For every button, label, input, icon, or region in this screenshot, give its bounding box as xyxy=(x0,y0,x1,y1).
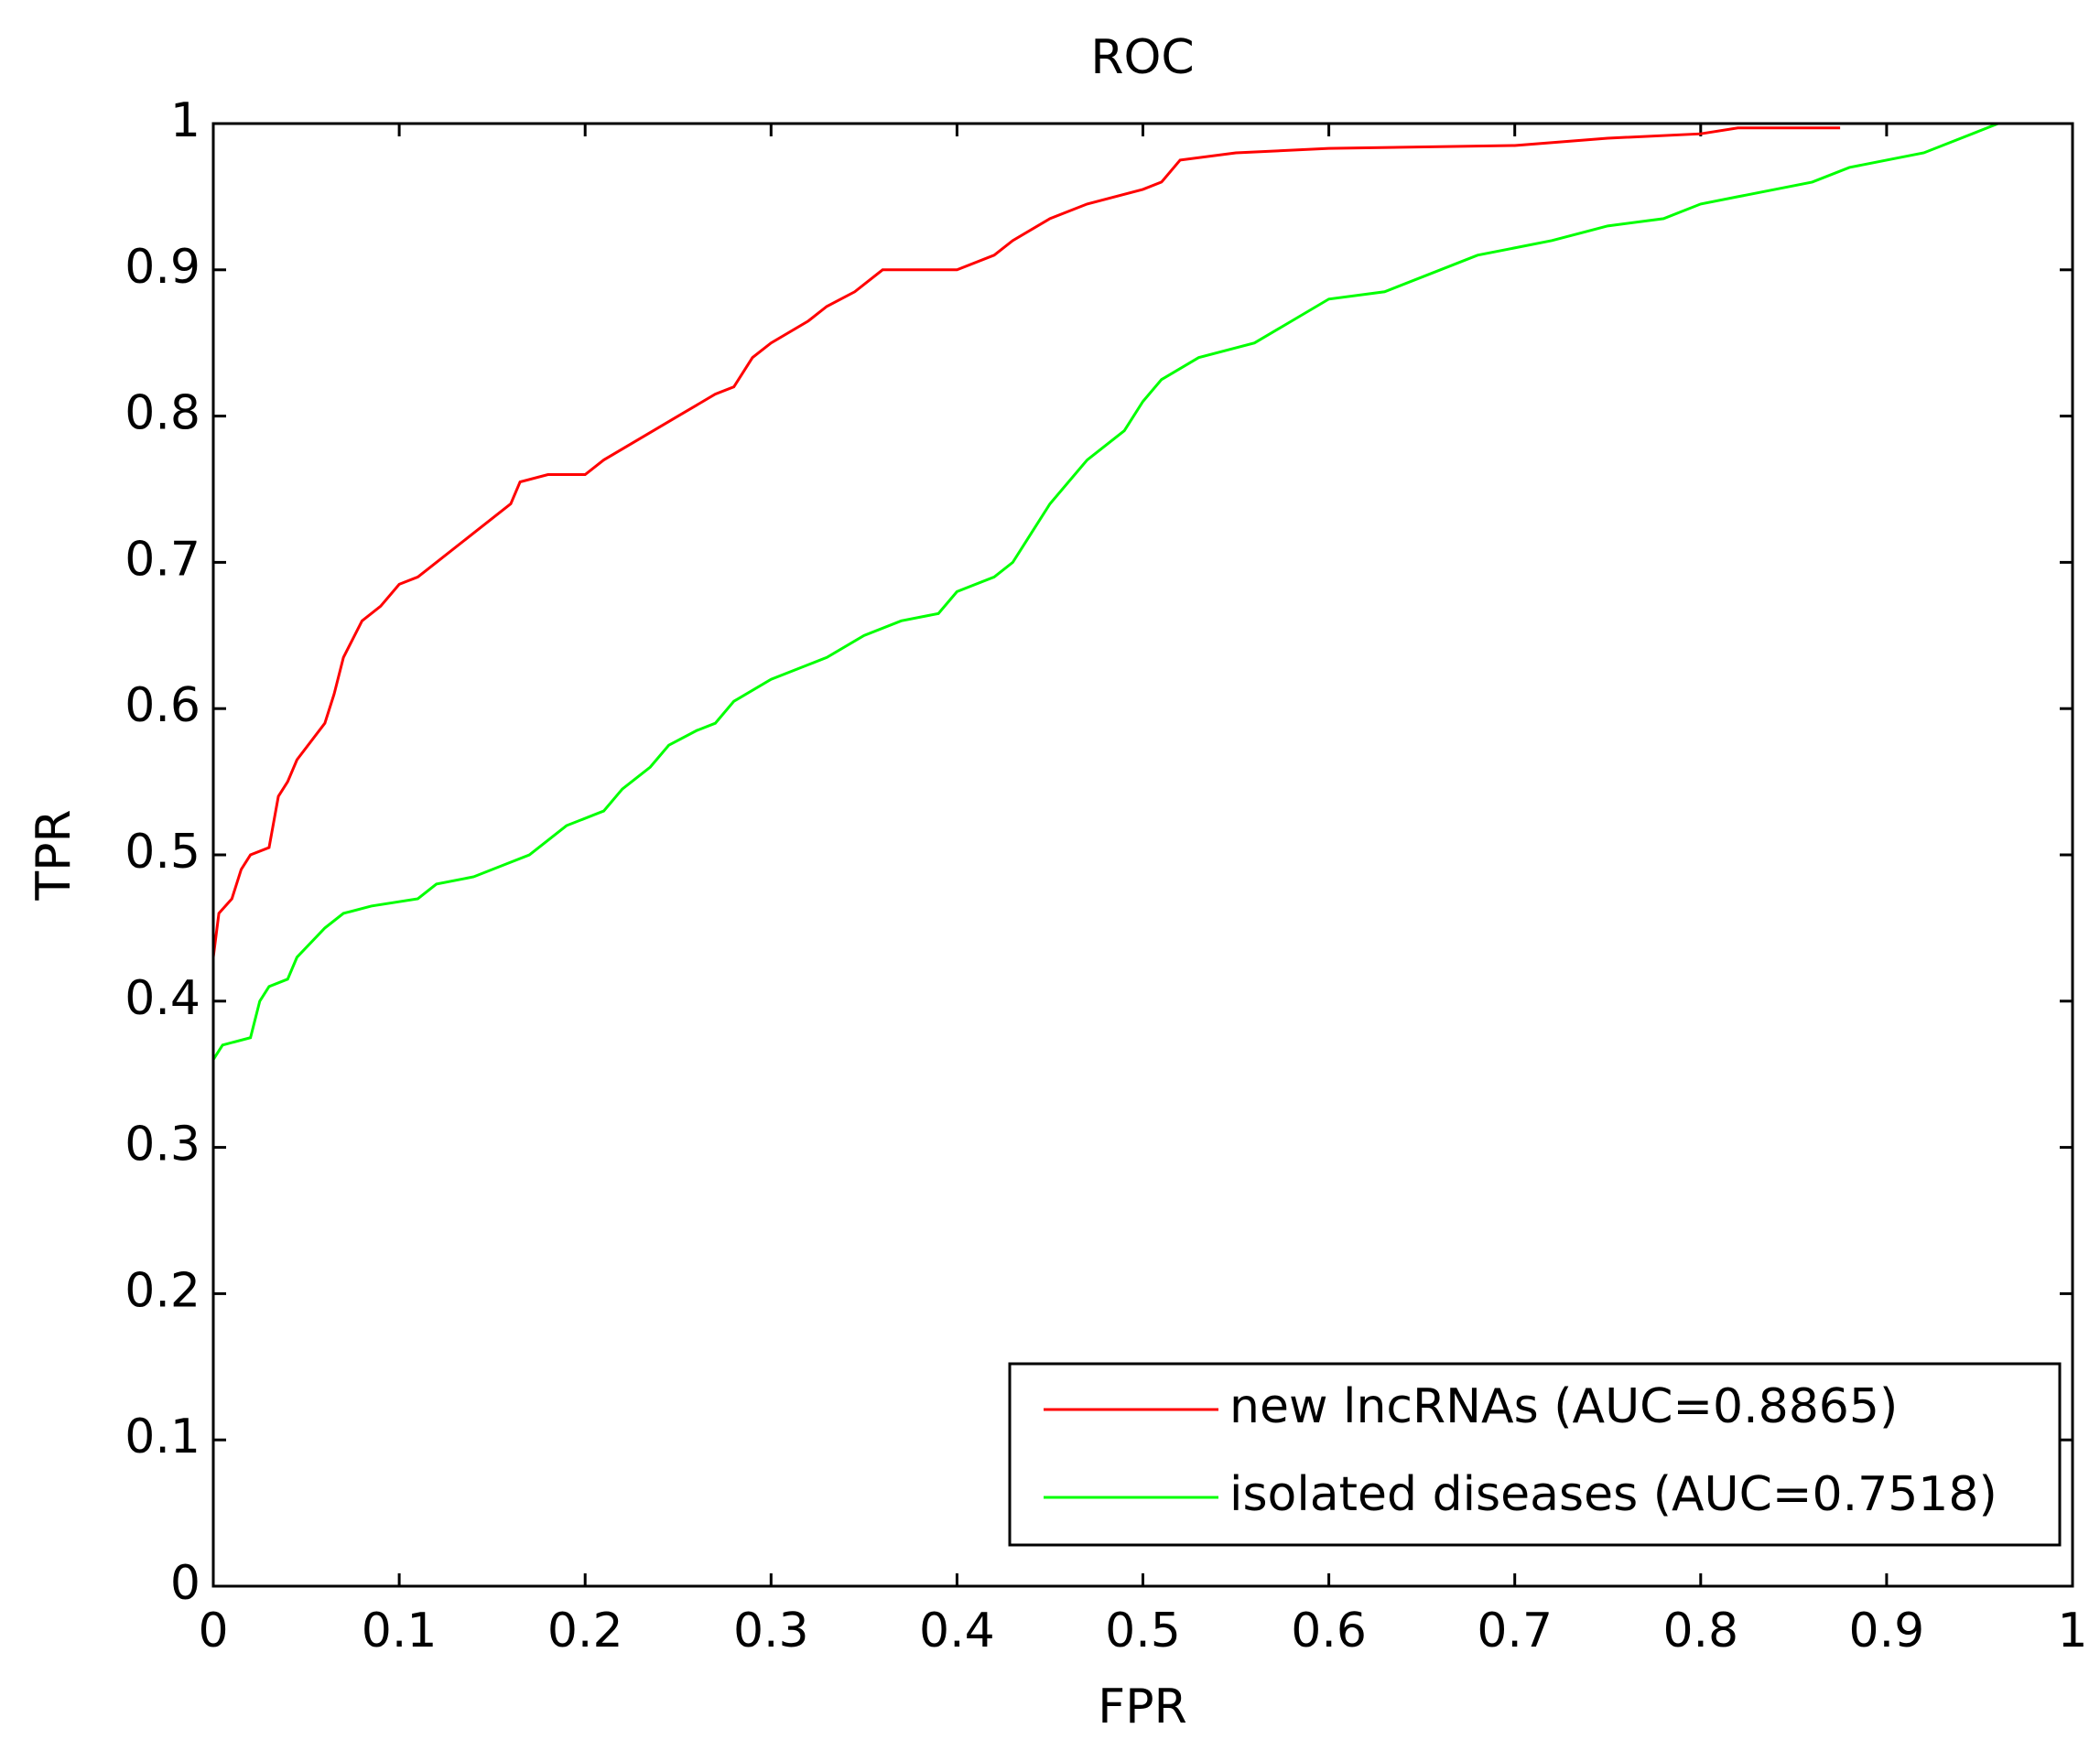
chart-title: ROC xyxy=(1090,30,1194,85)
x-tick-label: 0 xyxy=(198,1604,228,1658)
x-tick-label: 0.6 xyxy=(1291,1604,1367,1658)
y-tick-label: 0.1 xyxy=(124,1410,200,1464)
y-tick-label: 0.4 xyxy=(124,971,200,1026)
x-tick-label: 0.4 xyxy=(919,1604,995,1658)
y-tick-label: 1 xyxy=(170,93,200,148)
x-tick-label: 0.7 xyxy=(1477,1604,1553,1658)
x-tick-label: 0.5 xyxy=(1105,1604,1181,1658)
x-axis-label: FPR xyxy=(1098,1680,1186,1734)
y-tick-label: 0.7 xyxy=(124,532,200,587)
x-tick-label: 1 xyxy=(2057,1604,2087,1658)
x-tick-label: 0.9 xyxy=(1849,1604,1925,1658)
x-tick-label: 0.2 xyxy=(547,1604,623,1658)
x-tick-label: 0.8 xyxy=(1662,1604,1738,1658)
y-axis-label: TPR xyxy=(27,809,81,901)
y-tick-label: 0.5 xyxy=(124,825,200,880)
y-tick-label: 0.9 xyxy=(124,240,200,295)
line-series xyxy=(211,126,1841,958)
plot-frame xyxy=(211,122,2074,1588)
line-series xyxy=(211,122,1999,1061)
x-tick-label: 0.3 xyxy=(733,1604,809,1658)
legend-label: new lncRNAs (AUC=0.8865) xyxy=(1229,1379,1898,1434)
x-tick-label: 0.1 xyxy=(362,1604,438,1658)
y-tick-label: 0.8 xyxy=(124,386,200,441)
legend-label: isolated diseases (AUC=0.7518) xyxy=(1229,1467,1997,1522)
legend-box xyxy=(1008,1362,2062,1547)
y-tick-label: 0.3 xyxy=(124,1118,200,1172)
y-tick-label: 0 xyxy=(170,1556,200,1611)
y-tick-label: 0.2 xyxy=(124,1263,200,1318)
y-tick-label: 0.6 xyxy=(124,678,200,733)
